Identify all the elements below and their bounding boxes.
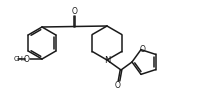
Text: O: O — [24, 54, 30, 64]
Text: O: O — [72, 7, 77, 16]
Text: O: O — [115, 81, 121, 90]
Text: N: N — [104, 56, 110, 65]
Text: O: O — [140, 45, 145, 54]
Text: CH₃: CH₃ — [14, 56, 27, 62]
